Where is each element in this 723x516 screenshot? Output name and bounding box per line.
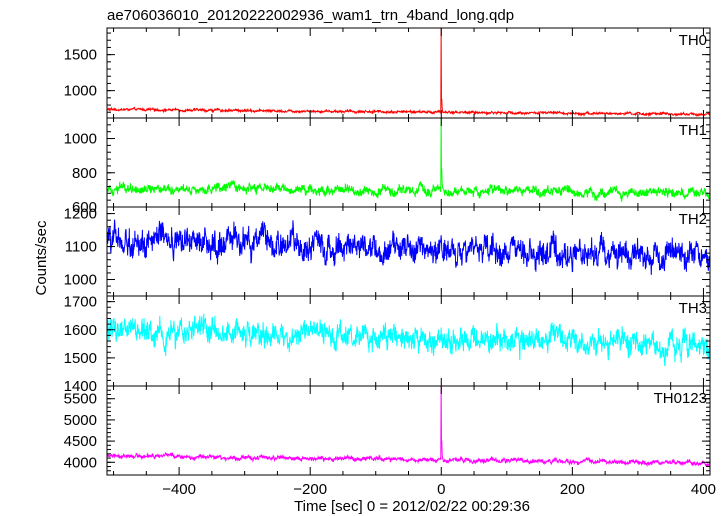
series-th1 [107,118,710,203]
x-tick-label: −200 [293,481,327,498]
series-th0123 [107,386,710,468]
y-tick-label: 1500 [64,47,97,64]
panel-th1: 600 800 1000 TH1 [64,117,711,216]
y-tick-label: 1000 [64,272,97,289]
y-tick-label: 4500 [64,433,97,450]
y-tick-label: 4000 [64,454,97,471]
x-tick-labels: −400 −200 0 200 400 [162,481,716,498]
y-tick-label: 800 [72,165,97,182]
y-tick-label: 1000 [64,131,97,148]
x-axis-title: Time [sec] 0 = 2012/02/22 00:29:36 [294,498,530,515]
panel-name-th3: TH3 [679,300,707,317]
y-tick-label: 1200 [64,206,97,223]
panel-th3: 1400 1500 1600 1700 TH3 [64,294,711,395]
x-tick-label: −400 [162,481,196,498]
y-tick-label: 600 [72,199,97,216]
panel-name-th1: TH1 [679,122,707,139]
y-tick-label: 1600 [64,322,97,339]
chart-title: ae706036010_20120222002936_wam1_trn_4ban… [107,7,514,24]
y-tick-label: 1000 [64,83,97,100]
panel-frame [106,27,711,119]
y-tick-label: 1700 [64,294,97,311]
panel-name-th0123: TH0123 [654,390,707,407]
y-tick-label: 1400 [64,378,97,395]
y-tick-label: 1100 [65,239,97,256]
x-tick-label: 400 [691,481,716,498]
x-tick-label: 0 [437,481,445,498]
panel-th0: 1000 1500 TH0 [64,27,711,119]
y-tick-label: 1500 [64,350,97,367]
series-th2 [107,219,710,275]
y-axis-title: Counts/sec [33,220,50,296]
series-th3 [107,313,710,367]
y-tick-label: 5500 [64,391,97,408]
series-th0 [107,28,710,117]
panel-th0123: 4000 4500 5000 5500 TH0123 [64,385,711,476]
panel-th2: 1000 1100 1200 TH2 [64,206,711,297]
panel-name-th2: TH2 [679,211,707,228]
y-tick-label: 5000 [64,412,97,429]
panel-name-th0: TH0 [679,32,707,49]
x-tick-label: 200 [560,481,585,498]
